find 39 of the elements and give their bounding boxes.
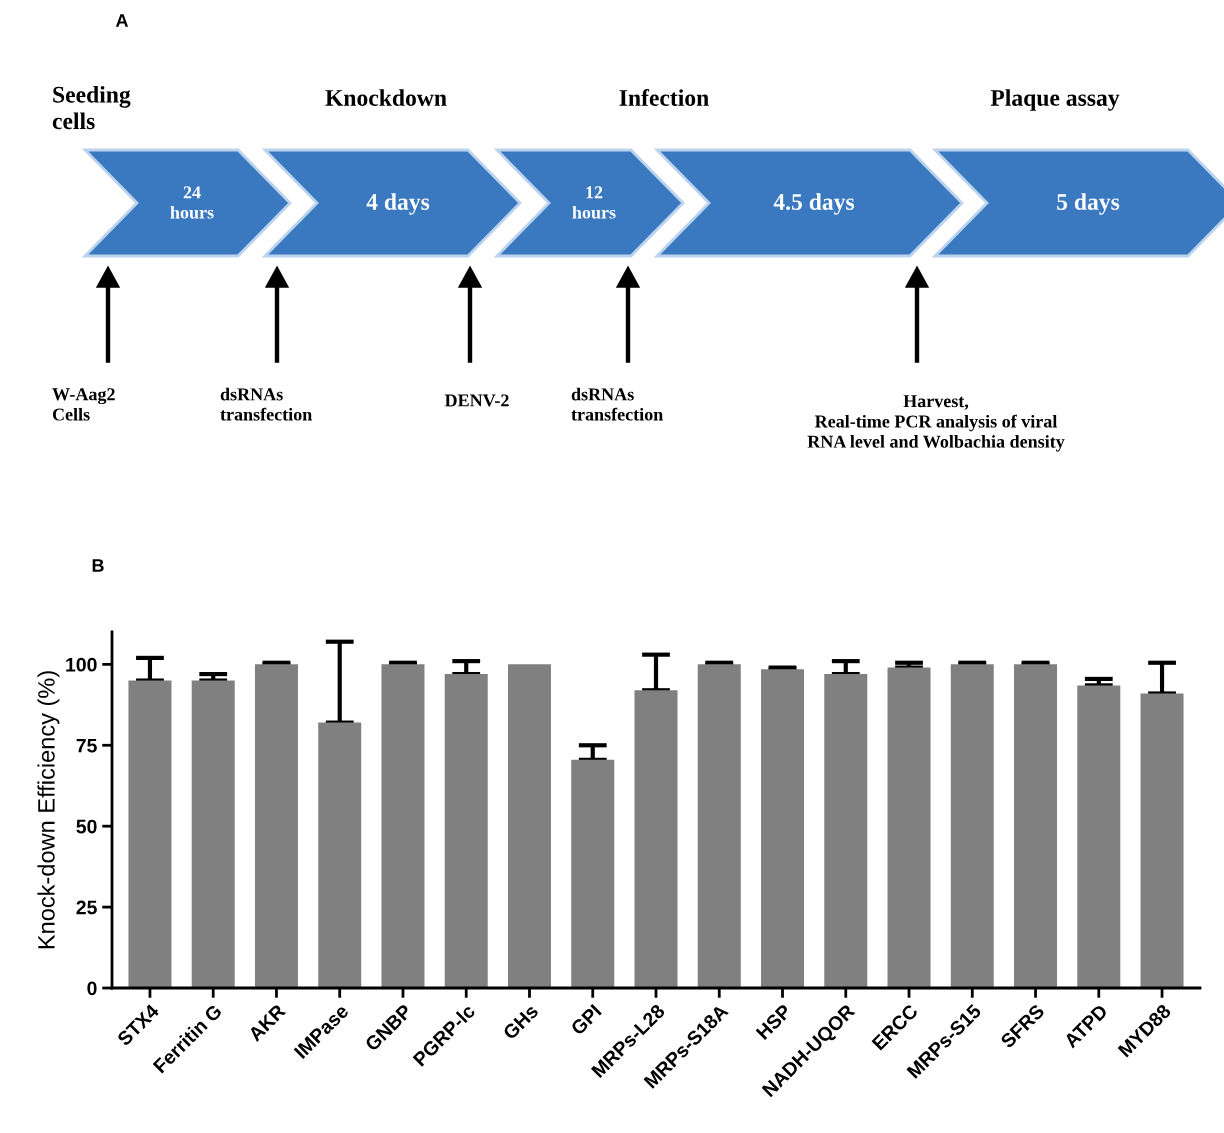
text: Plaque assay bbox=[990, 89, 1120, 111]
y-tick-label: 100 bbox=[66, 657, 97, 672]
y-tick-label: 0 bbox=[87, 981, 97, 996]
text: W-Aag2 Cells bbox=[52, 388, 115, 421]
bar bbox=[381, 664, 425, 988]
bar bbox=[254, 664, 298, 988]
text: Infection bbox=[619, 89, 709, 106]
bar bbox=[1014, 664, 1058, 988]
text: Harvest, Real-time PCR analysis of viral RNA level and Wolbachia density bbox=[807, 395, 1065, 452]
text: A bbox=[115, 14, 129, 27]
bar bbox=[761, 669, 805, 988]
bar bbox=[507, 664, 551, 988]
text: Seeding cells bbox=[52, 86, 131, 130]
bar bbox=[634, 690, 678, 988]
bar bbox=[571, 759, 615, 988]
y-tick-label: 50 bbox=[76, 819, 97, 834]
bar bbox=[318, 722, 362, 988]
bar bbox=[824, 674, 868, 988]
text: 4 days bbox=[366, 193, 430, 215]
text: 4.5 days bbox=[773, 193, 855, 215]
text: Knockdown bbox=[325, 89, 447, 106]
bar bbox=[697, 664, 741, 988]
text: 5 days bbox=[1057, 193, 1120, 215]
bar bbox=[128, 680, 172, 988]
text: dsRNAs transfection bbox=[220, 387, 312, 421]
y-axis-title: Knock-down Efficiency (%) bbox=[37, 671, 60, 949]
bar bbox=[191, 680, 235, 988]
chart-title: B bbox=[92, 559, 104, 572]
x-tick-label: GHs bbox=[502, 1003, 540, 1041]
text: 24 hours bbox=[170, 186, 214, 219]
bar bbox=[1140, 693, 1184, 988]
y-tick-label: 25 bbox=[76, 900, 97, 915]
y-tick-label: 75 bbox=[76, 738, 97, 753]
text: 12 hours bbox=[572, 186, 616, 219]
bar bbox=[950, 664, 994, 988]
text: dsRNAs transfection bbox=[571, 387, 663, 421]
bar bbox=[1077, 685, 1121, 988]
bar bbox=[444, 674, 488, 988]
text: DENV-2 bbox=[444, 394, 509, 407]
